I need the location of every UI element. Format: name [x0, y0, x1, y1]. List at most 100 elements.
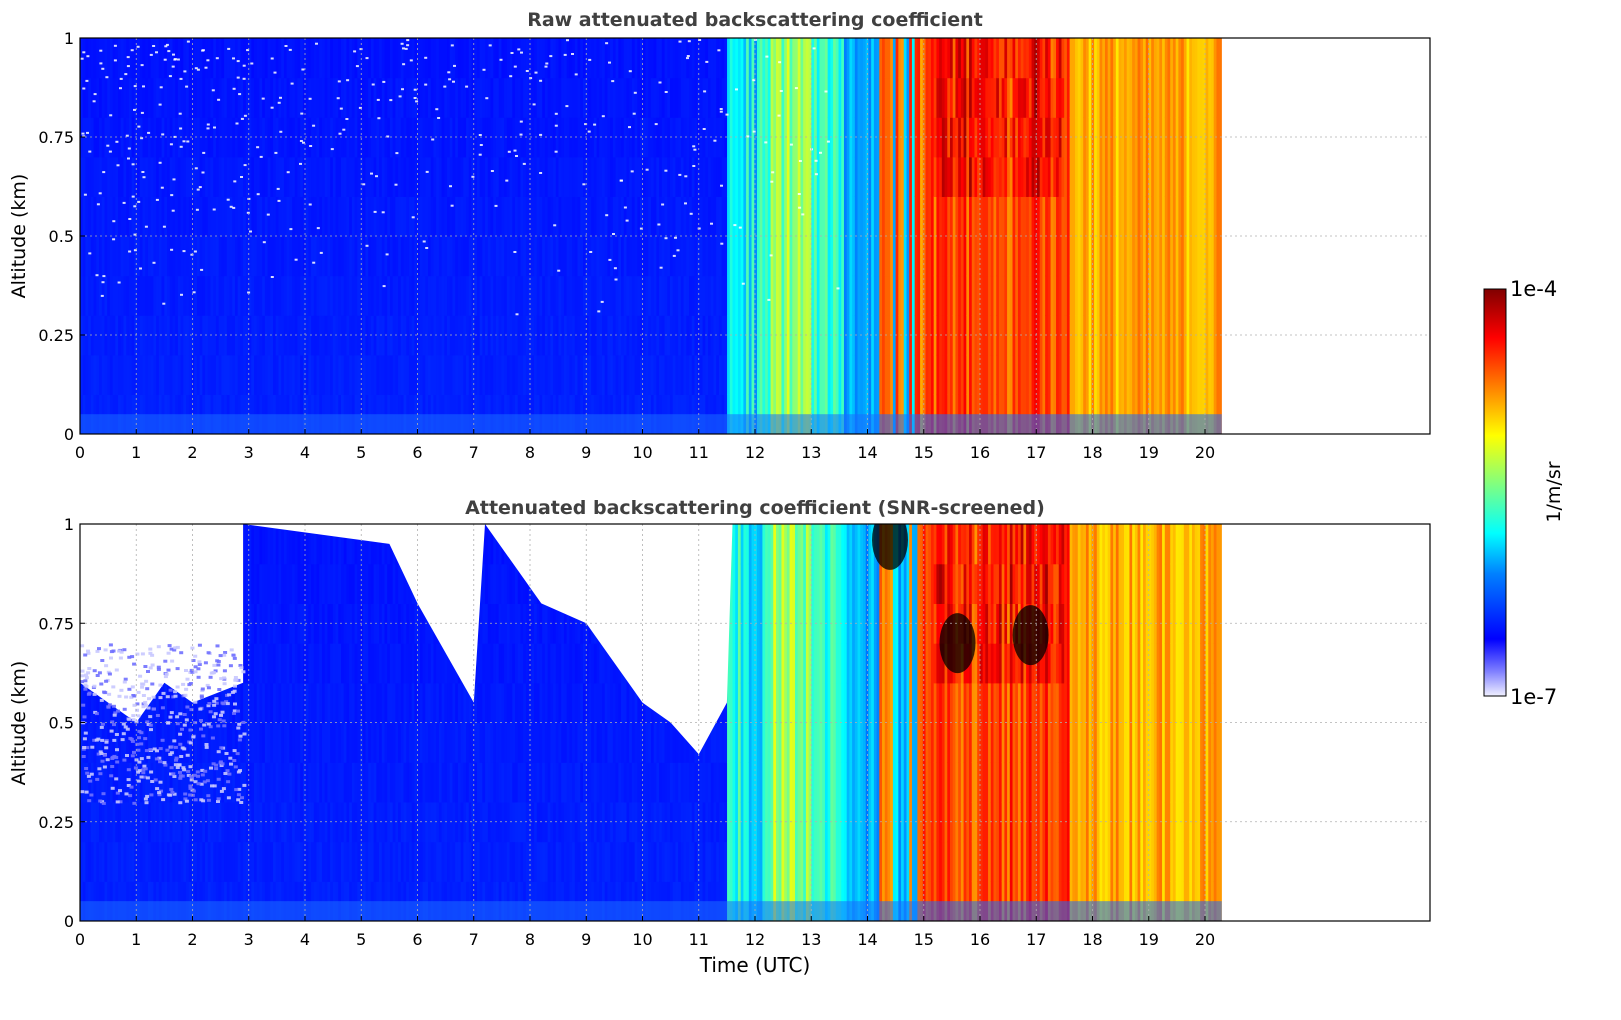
raw-noise-speckle — [232, 57, 235, 60]
raw-heat-cell — [172, 156, 176, 197]
raw-heat-cell — [438, 236, 443, 277]
raw-heat-cell — [691, 315, 696, 356]
raw-heat-cell — [610, 275, 614, 316]
raw-heat-cell — [580, 236, 584, 277]
raw-heat-cell — [441, 236, 445, 277]
raw-heat-cell — [1178, 77, 1182, 118]
raw-heat-cell — [196, 354, 201, 395]
raw-heat-cell — [392, 38, 396, 79]
raw-heat-cell — [1072, 196, 1076, 237]
raw-heat-cell — [846, 117, 851, 158]
raw-heat-cell — [104, 77, 108, 118]
raw-heat-cell — [1216, 156, 1220, 197]
raw-heat-cell — [1056, 156, 1060, 197]
raw-heat-cell — [447, 38, 451, 79]
raw-heat-cell — [381, 236, 386, 277]
raw-heat-cell — [474, 38, 478, 79]
raw-noise-speckle — [686, 55, 690, 57]
raw-heat-cell — [740, 275, 744, 316]
raw-heat-cell — [871, 77, 875, 118]
raw-noise-speckle — [85, 79, 89, 82]
raw-heat-cell — [1053, 117, 1057, 158]
raw-heat-cell — [292, 77, 296, 118]
raw-heat-cell — [1102, 77, 1106, 118]
raw-heat-cell — [99, 77, 103, 118]
raw-noise-speckle — [676, 249, 680, 252]
raw-heat-cell — [1115, 236, 1120, 277]
raw-heat-cell — [985, 196, 989, 237]
raw-heat-cell — [944, 275, 948, 316]
raw-heat-cell — [863, 117, 867, 158]
raw-heat-cell — [1219, 275, 1223, 316]
raw-heat-cell — [395, 315, 399, 356]
raw-heat-cell — [1151, 236, 1155, 277]
raw-heat-cell — [254, 354, 258, 395]
raw-heat-cell — [430, 236, 435, 277]
raw-noise-speckle — [630, 170, 634, 173]
raw-heat-cell — [1134, 196, 1139, 237]
raw-heat-cell — [289, 196, 293, 237]
raw-noise-speckle — [206, 59, 210, 62]
raw-heat-cell — [120, 236, 125, 277]
raw-heat-cell — [1094, 354, 1098, 395]
raw-heat-cell — [911, 275, 916, 316]
raw-heat-cell — [841, 354, 845, 395]
raw-noise-speckle — [288, 48, 292, 51]
raw-heat-cell — [262, 236, 266, 277]
raw-heat-cell — [691, 236, 696, 277]
raw-heat-cell — [1208, 275, 1212, 316]
raw-heat-cell — [147, 236, 152, 277]
raw-heat-cell — [270, 236, 274, 277]
raw-noise-speckle — [179, 145, 183, 148]
raw-heat-cell — [1186, 38, 1190, 79]
raw-noise-speckle — [142, 85, 145, 88]
raw-noise-speckle — [413, 97, 417, 99]
raw-heat-cell — [623, 196, 628, 237]
raw-heat-cell — [387, 156, 391, 197]
raw-heat-cell — [852, 117, 856, 158]
raw-heat-cell — [1037, 196, 1041, 237]
raw-heat-cell — [147, 354, 152, 395]
raw-heat-cell — [354, 236, 358, 277]
raw-heat-cell — [830, 117, 834, 158]
raw-heat-cell — [985, 236, 989, 277]
raw-heat-cell — [373, 236, 377, 277]
raw-noise-speckle — [628, 70, 632, 73]
raw-heat-cell — [316, 236, 320, 277]
raw-heat-cell — [335, 156, 339, 197]
raw-heat-cell — [1186, 354, 1190, 395]
raw-heat-cell — [205, 38, 209, 79]
raw-heat-cell — [1164, 38, 1169, 79]
raw-noise-speckle — [471, 175, 475, 178]
raw-heat-cell — [990, 354, 995, 395]
raw-heat-cell — [444, 354, 448, 395]
raw-heat-cell — [1058, 275, 1063, 316]
raw-heat-cell — [1085, 354, 1090, 395]
screened-heat-cell — [164, 762, 168, 803]
raw-heat-cell — [1083, 38, 1087, 79]
raw-heat-cell — [349, 275, 353, 316]
raw-heat-cell — [781, 38, 785, 79]
raw-heat-cell — [1099, 196, 1103, 237]
raw-heat-cell — [612, 275, 617, 316]
raw-heat-cell — [96, 315, 100, 356]
raw-heat-cell — [202, 156, 206, 197]
raw-heat-cell — [773, 77, 777, 118]
raw-heat-cell — [906, 196, 910, 237]
raw-heat-cell — [770, 77, 774, 118]
raw-heat-cell — [735, 38, 739, 79]
raw-heat-cell — [988, 275, 992, 316]
raw-heat-cell — [118, 77, 122, 118]
raw-heat-cell — [762, 117, 766, 158]
raw-heat-cell — [626, 196, 630, 237]
raw-heat-cell — [1132, 156, 1136, 197]
raw-heat-cell — [297, 77, 301, 118]
raw-heat-cell — [539, 196, 543, 237]
raw-heat-cell — [917, 77, 921, 118]
raw-heat-cell — [947, 315, 951, 356]
raw-heat-cell — [327, 354, 331, 395]
raw-heat-cell — [286, 275, 290, 316]
raw-heat-cell — [145, 156, 149, 197]
raw-heat-cell — [778, 77, 783, 118]
